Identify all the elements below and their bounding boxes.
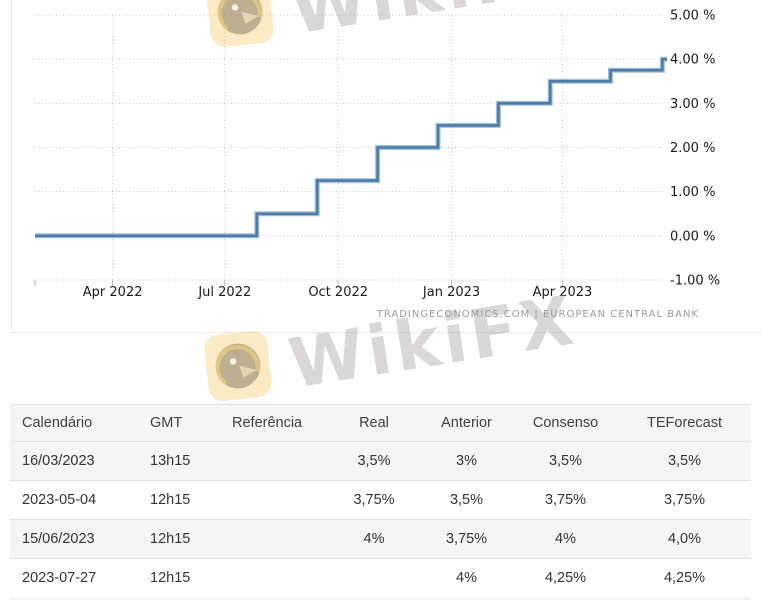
cell-referencia (220, 481, 328, 520)
y-axis-label: 1.00 % (670, 185, 715, 200)
cell-consenso: 4% (555, 531, 576, 547)
column-header-gmt: GMT (138, 404, 220, 442)
table-row: 2023-05-04 12h15 3,75% 3,5% 3,75% 3,75% (10, 480, 751, 520)
cell-anterior: 4% (456, 570, 477, 586)
x-axis-label: Oct 2022 (308, 285, 368, 300)
cell-teforecast: 3,5% (667, 453, 702, 469)
column-header-consenso: Consenso (513, 404, 618, 442)
table-header: Calendário GMT Referência Real Anterior Conse… (10, 404, 751, 442)
cell-calendario: 15/06/2023 (22, 531, 95, 547)
interest-rate-chart: 5.00 % 4.00 % 3.00 % 2.00 % 1.00 % 0.00 % -1.0… (11, 0, 761, 333)
table-row: 15/06/2023 12h15 4% 3,75% 4% 4,0% (10, 519, 751, 559)
step-line-chart: 5.00 % 4.00 % 3.00 % 2.00 % 1.00 % 0.00 % -1.0… (34, 9, 720, 300)
series-line (35, 57, 667, 238)
x-axis-label: Apr 2022 (83, 285, 143, 300)
column-header-calendario: Calendário (10, 404, 138, 442)
cell-calendario: 2023-05-04 (22, 492, 97, 508)
x-axis-label: Jul 2022 (197, 285, 251, 300)
cell-anterior: 3,75% (445, 531, 488, 547)
cell-real: 3,75% (353, 492, 395, 508)
chart-left-border (11, 0, 12, 333)
column-header-referencia: Referência (220, 404, 328, 442)
y-axis-label: -1.00 % (670, 274, 720, 289)
cell-referencia (220, 520, 328, 559)
x-axis-label: Jan 2023 (422, 285, 480, 300)
cell-real: 3,5% (357, 453, 391, 469)
table-row: 2023-07-27 12h15 4% 4,25% 4,25% (10, 558, 751, 598)
column-header-teforecast: TEForecast (618, 404, 751, 442)
cell-consenso: 4,25% (544, 570, 587, 586)
cell-referencia (220, 559, 328, 598)
y-axis-label: 4.00 % (670, 53, 715, 68)
x-axis-label: Apr 2023 (533, 285, 593, 300)
calendar-table: Calendário GMT Referência Real Anterior Conse… (10, 404, 751, 598)
cell-gmt: 12h15 (150, 531, 191, 547)
wikifx-logo-icon (204, 331, 272, 401)
cell-anterior: 3% (456, 453, 477, 469)
cell-teforecast: 4,25% (663, 570, 706, 586)
chart-source: TRADINGECONOMICS.COM | EUROPEAN CENTRAL … (376, 309, 699, 320)
cell-anterior: 3,5% (449, 492, 484, 508)
y-axis-label: 3.00 % (670, 97, 715, 112)
wikifx-watermark-middle: WikiFX (196, 281, 582, 405)
y-axis-label: 5.00 % (670, 9, 715, 24)
y-axis-label: 0.00 % (670, 229, 715, 244)
y-axis-label: 2.00 % (670, 141, 715, 156)
cell-referencia (220, 442, 328, 481)
chart-bottom-border (11, 332, 761, 333)
cell-real (328, 559, 420, 598)
cell-consenso: 3,5% (548, 453, 583, 469)
cell-calendario: 2023-07-27 (22, 570, 97, 586)
cell-teforecast: 4,0% (667, 531, 702, 547)
cell-real: 4% (363, 531, 385, 547)
cell-gmt: 13h15 (150, 453, 191, 469)
cell-calendario: 16/03/2023 (22, 453, 95, 469)
column-header-real: Real (328, 404, 420, 442)
cell-consenso: 3,75% (544, 492, 587, 508)
cell-teforecast: 3,75% (663, 492, 706, 508)
column-header-anterior: Anterior (420, 404, 513, 442)
table-row: 16/03/2023 13h15 3,5% 3% 3,5% 3,5% (10, 441, 751, 481)
cell-gmt: 12h15 (150, 492, 191, 508)
cell-gmt: 12h15 (150, 570, 191, 586)
